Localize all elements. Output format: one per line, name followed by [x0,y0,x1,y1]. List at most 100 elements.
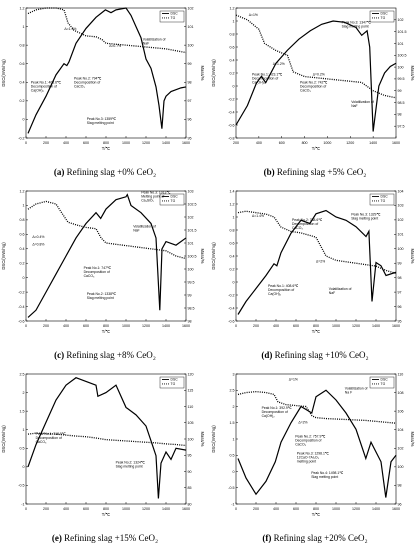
x-tick-label: 800 [313,507,319,511]
x-tick-label: 0 [25,324,27,328]
legend-label: DSC [171,378,179,382]
legend-label: TG [171,199,176,203]
chart-svg: 0 200 400 600 800 1000 1200 1400 1600-0.200.20.4… [1,6,205,151]
x-tick-label: 200 [43,324,49,328]
series-tg-line [237,390,397,424]
x-tick-label: 600 [83,507,89,511]
y-left-tick-label: 0.4 [20,81,25,85]
y-left-tick-label: -0.2 [18,136,24,140]
y-right-tick-label: 103 [398,204,404,208]
legend-label: DSC [381,378,389,382]
panel-caption-text: Refining slag +8% CeO₂ [64,350,156,360]
y-left-axis-label: DSC/(mW/mg) [1,242,6,270]
y-left-tick-label: 1.4 [230,189,235,193]
y-left-axis-label: DSC/(mW/mg) [1,425,6,453]
x-tick-label: 1000 [332,507,340,511]
y-right-tick-label: 95 [188,136,192,140]
chart-panel: 0 200 400 600 800 1000 1200 1400 1600 -0.6 -0.4 -0.… [210,183,420,366]
series-dsc-line [27,193,187,318]
y-right-tick-label: 96 [398,305,402,309]
panel-caption: (d) Refining slag +10% CeO₂ [210,350,420,360]
y-right-tick-label: 101 [188,241,194,245]
x-axis-label: T/℃ [312,329,321,334]
y-right-tick-label: 99 [398,89,402,93]
y-right-tick-label: 100 [188,437,194,441]
annotation-label: Δ=1.3% [64,27,76,31]
legend-label: TG [171,16,176,20]
y-left-tick-label: 1.2 [20,189,25,193]
chart-panel: 200 400 600 800 1000 1200 1400 1600 -0.8 -0.6 -0.4… [210,0,420,183]
y-right-tick-label: 80 [188,502,192,506]
annotation-label: Peak No.1: 408.6℃ Decomposition of Ca(OH)₂ [268,284,298,296]
legend-box [159,10,185,23]
y-left-tick-label: 1 [23,428,25,432]
legend-box [159,376,185,389]
y-left-tick-label: 0.4 [230,58,235,62]
series-tg-line [235,14,397,99]
x-tick-label: 1200 [142,324,150,328]
y-right-tick-label: 98.5 [188,306,195,310]
y-right-tick-label: 100 [188,43,194,47]
series-tg-line [237,210,397,274]
annotation-label: Peak No.1: 718.9℃ Decomposition of CaCO₃ [36,432,66,444]
y-right-tick-label: 101.5 [188,228,197,232]
y-left-tick-label: 2 [233,405,235,409]
y-right-tick-label: 101 [188,25,194,29]
y-left-axis-label: DSC/(mW/mg) [211,242,216,270]
x-axis-label: T/℃ [102,329,111,334]
series-dsc-line [27,7,187,134]
panel-caption: (f) Refining slag +20% CeO₂ [210,533,420,543]
y-left-tick-label: 0.4 [20,247,25,251]
y-left-tick-label: 0.2 [20,262,25,266]
y-right-tick-label: 103 [188,189,194,193]
y-left-tick-label: -0.4 [228,110,234,114]
legend-box [369,10,395,23]
y-left-tick-label: 0.5 [230,454,235,458]
x-tick-label: 600 [293,324,299,328]
y-left-tick-label: 0.2 [230,267,235,271]
x-tick-label: 400 [256,141,262,145]
y-left-tick-label: -0.6 [228,123,234,127]
x-tick-label: 1000 [323,141,331,145]
y-left-tick-label: 0 [23,276,25,280]
y-left-tick-label: 2.5 [230,389,235,393]
annotation-label: Peak No.2: 738.6℃ Decomposition of CaCO₃ [292,218,322,230]
panel-caption-id: (b) [263,167,275,177]
x-tick-label: 1600 [182,324,190,328]
y-left-tick-label: 1.2 [230,6,235,10]
x-tick-label: 1600 [182,507,190,511]
x-tick-label: 1600 [182,141,190,145]
y-left-tick-label: -0.6 [228,319,234,323]
panel-caption-text: Refining slag +5% CeO₂ [274,167,367,177]
y-right-tick-label: 101.5 [398,30,407,34]
chart-panel: 0 200 400 600 800 1000 1200 1400 1600 -1 -0.5 0 0.5 1… [0,366,210,549]
y-left-tick-label: 1 [233,19,235,23]
x-tick-label: 400 [63,507,69,511]
annotation-label: Peak No.3: 1013℃ Melting point of Ca₃SiO₅ [141,191,170,203]
series-dsc-line [237,209,397,315]
x-tick-label: 200 [253,324,259,328]
y-right-axis-label: Mass/% [410,432,415,447]
y-right-tick-label: 115 [188,389,194,393]
y-right-axis-label: Mass/% [410,249,415,264]
x-tick-label: 1400 [162,141,170,145]
x-tick-label: 800 [103,141,109,145]
x-tick-label: 1400 [162,507,170,511]
y-right-tick-label: 85 [188,486,192,490]
y-right-tick-label: 96 [398,502,402,506]
annotation-label: Peak No.1: 423.1℃ Decomposition of Ca(OH)₂ [252,73,282,85]
y-right-tick-label: 98.5 [398,101,405,105]
legend-box [369,376,395,389]
y-left-tick-label: 1 [233,215,235,219]
chart-panel: 0 200 400 600 800 1000 1200 1400 1600 -0.6 -0.4 -0.… [0,183,210,366]
panel-caption: (a) Refining slag +0% CeO₂ [0,167,210,177]
series-dsc-line [237,389,397,498]
y-left-tick-label: 0 [23,118,25,122]
y-left-tick-label: -0.5 [18,484,24,488]
y-right-tick-label: 97 [398,290,402,294]
y-left-tick-label: 1.2 [20,6,25,10]
y-left-tick-label: 1.2 [230,202,235,206]
x-tick-label: 0 [25,507,27,511]
y-right-tick-label: 98 [398,276,402,280]
y-left-tick-label: 2 [23,391,25,395]
